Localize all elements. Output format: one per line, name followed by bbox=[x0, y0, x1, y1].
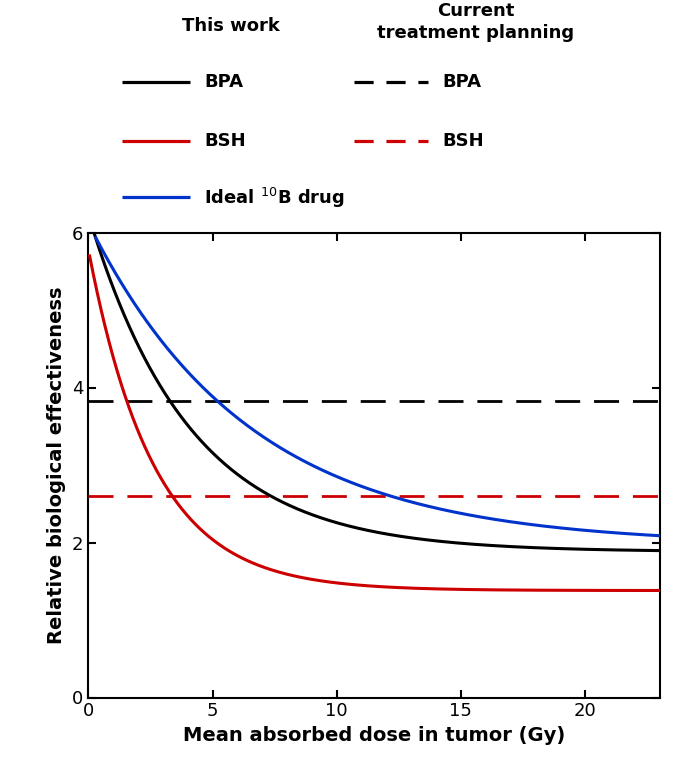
Text: Current
treatment planning: Current treatment planning bbox=[377, 2, 575, 43]
Text: Ideal $^{10}$B drug: Ideal $^{10}$B drug bbox=[204, 185, 345, 209]
X-axis label: Mean absorbed dose in tumor (Gy): Mean absorbed dose in tumor (Gy) bbox=[183, 726, 565, 745]
Text: BPA: BPA bbox=[204, 74, 243, 91]
Text: BPA: BPA bbox=[442, 74, 481, 91]
Text: This work: This work bbox=[182, 17, 280, 36]
Y-axis label: Relative biological effectiveness: Relative biological effectiveness bbox=[48, 286, 67, 644]
Text: BSH: BSH bbox=[204, 132, 245, 150]
Text: BSH: BSH bbox=[442, 132, 483, 150]
